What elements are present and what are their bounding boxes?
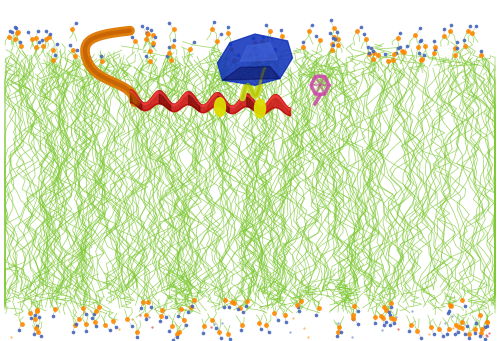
Polygon shape xyxy=(218,34,292,85)
Ellipse shape xyxy=(214,98,226,116)
Polygon shape xyxy=(222,66,280,80)
Polygon shape xyxy=(240,43,278,61)
Ellipse shape xyxy=(254,99,266,118)
